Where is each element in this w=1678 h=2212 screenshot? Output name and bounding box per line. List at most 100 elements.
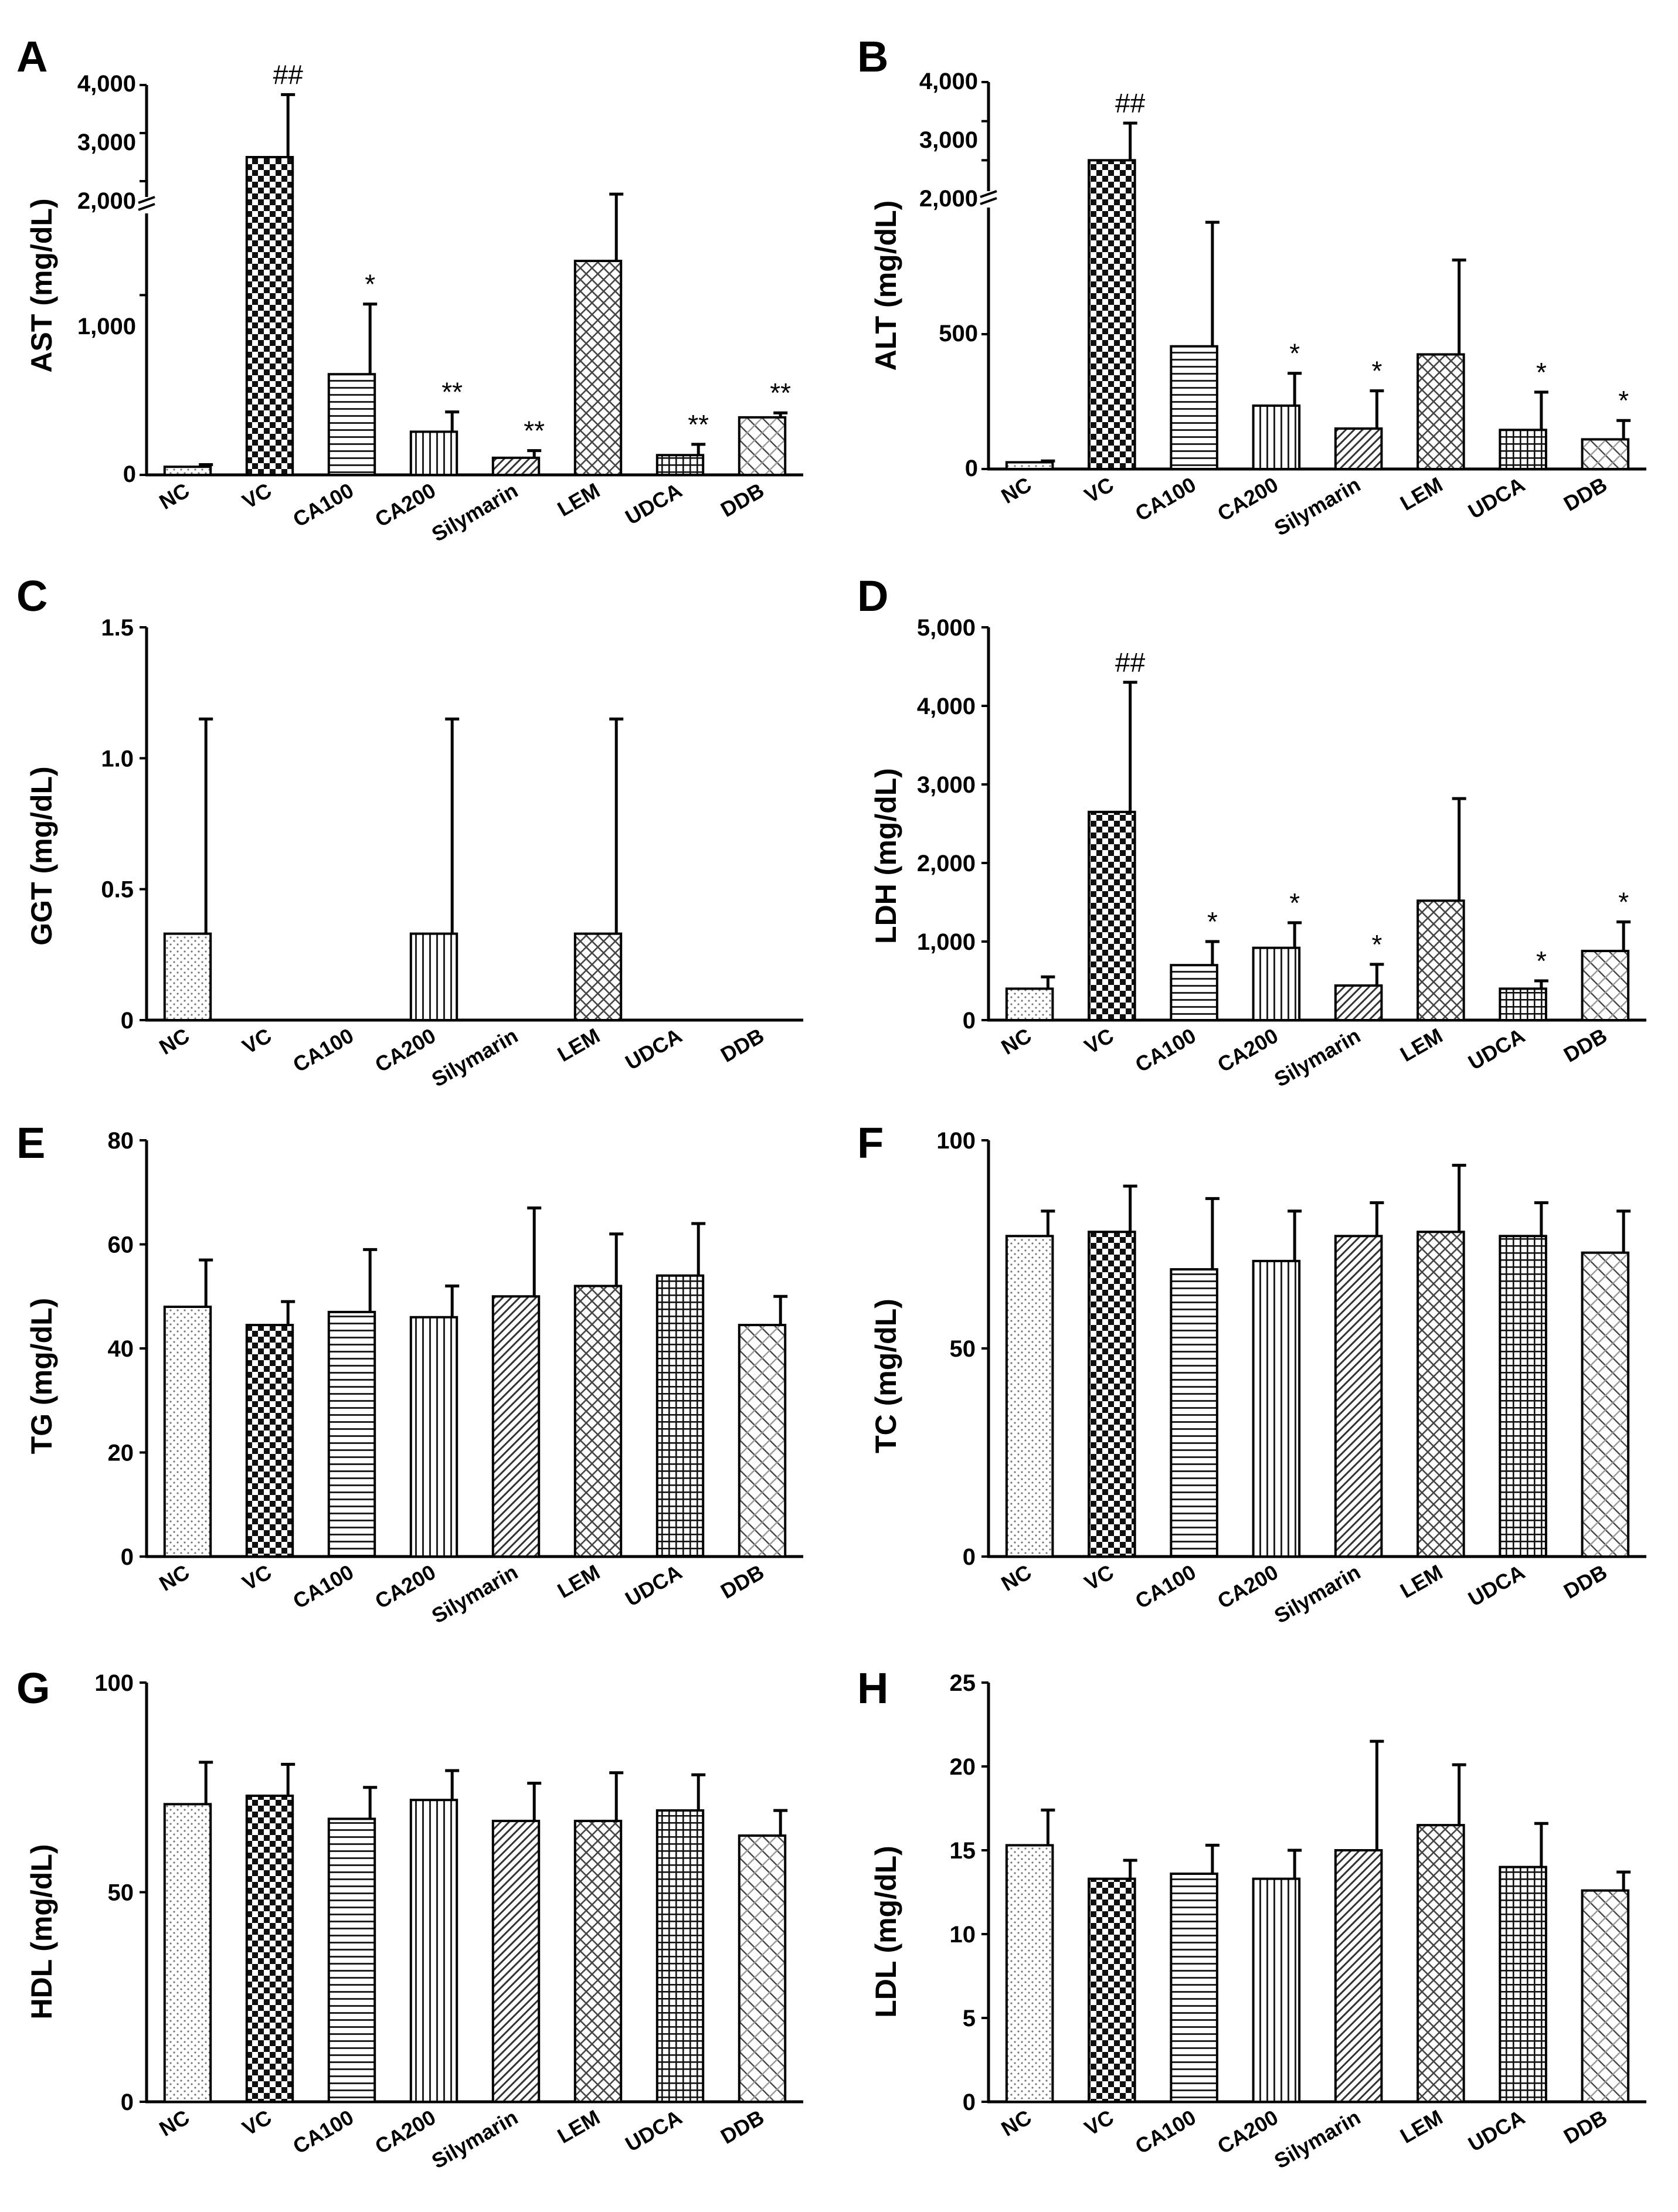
panel-letter-f: F — [857, 1119, 884, 1167]
y-tick-label: 4,000 — [77, 71, 136, 97]
y-tick-label: 5 — [963, 2006, 976, 2031]
y-tick-label: 0 — [963, 1544, 976, 1570]
y-tick-label: 25 — [950, 1670, 976, 1696]
x-tick-label: CA100 — [1131, 1559, 1200, 1613]
axis-break-mark — [980, 190, 997, 198]
y-tick-label: 60 — [108, 1232, 134, 1258]
bar-ddb — [1581, 950, 1630, 1021]
bar-udca — [655, 454, 705, 476]
bar-ca200 — [409, 1799, 458, 2103]
chart-panel-h: H LDL (mg/dL) 0 5 10 15 20 25 NC VC CA100 CA200S… — [857, 1664, 1646, 2173]
y-tick-label: 0 — [963, 2089, 976, 2115]
significance-label: ** — [524, 416, 545, 446]
chart-panel-c: C GGT (mg/dL) 0 0.5 1.0 1.5 NC VC CA100 CA200S… — [16, 572, 803, 1092]
bar-silymarin — [491, 1819, 541, 2103]
bars-e — [140, 1139, 803, 1558]
significance-label: ## — [273, 59, 304, 90]
y-tick-label: 0.5 — [101, 877, 134, 903]
x-tick-label: CA200 — [371, 1559, 440, 1613]
significance-label: * — [1371, 929, 1382, 960]
x-tick-label: NC — [155, 1559, 193, 1596]
bars-a: ##***** **** — [138, 59, 803, 477]
y-axis-label-e: TG (mg/dL) — [25, 1298, 58, 1455]
x-tick-label: CA200 — [1213, 1559, 1282, 1613]
x-tick-label: VC — [1081, 1023, 1118, 1059]
significance-label: ** — [441, 377, 463, 407]
bar-ddb — [1581, 1889, 1630, 2103]
x-tick-label: NC — [155, 1023, 193, 1059]
x-tick-label: CA100 — [288, 1023, 358, 1077]
chart-panel-a: A AST (mg/dL) 0 1,000 2,000 3,000 4,000 … — [16, 32, 803, 546]
panel-letter-e: E — [16, 1119, 45, 1167]
bar-nc — [163, 465, 212, 477]
y-ticks-b: 0 500 2,000 3,000 4,000 — [919, 69, 978, 481]
x-tick-label: LEM — [553, 2105, 604, 2148]
bar-udca — [1499, 429, 1547, 470]
chart-panel-g: G HDL (mg/dL) 0 50 100 NC VC CA100 CA200Silym… — [16, 1664, 803, 2173]
x-tick-label: LEM — [1396, 1023, 1446, 1066]
bar-ca100 — [1170, 964, 1218, 1021]
x-tick-label: LEM — [1396, 2105, 1446, 2148]
x-tick-label: CA100 — [288, 1559, 358, 1613]
y-axis-label-b: ALT (mg/dL) — [869, 201, 902, 371]
bar-silymarin — [1334, 427, 1383, 470]
y-tick-label: 500 — [939, 321, 978, 346]
bar-ca200 — [1252, 1259, 1301, 1558]
x-tick-label: Silymarin — [427, 1023, 522, 1092]
x-tick-label: Silymarin — [1270, 1559, 1364, 1628]
bar-ca100 — [1170, 1268, 1218, 1558]
x-tick-label: Silymarin — [1270, 2105, 1364, 2173]
y-ticks-f: 0 50 100 — [936, 1128, 976, 1570]
bar-ca200 — [1252, 1877, 1301, 2104]
y-tick-label: 2,000 — [917, 851, 976, 876]
y-axis-label-g: HDL (mg/dL) — [25, 1844, 58, 2019]
bar-lem — [1417, 1824, 1465, 2104]
x-tick-label: VC — [238, 1023, 276, 1059]
x-tick-label: UDCA — [1464, 472, 1529, 524]
y-axis-label-f: TC (mg/dL) — [869, 1299, 902, 1453]
x-tick-label: CA100 — [1131, 2105, 1200, 2159]
bar-ca100 — [327, 1817, 376, 2103]
bar-udca — [1499, 1866, 1547, 2104]
bar-ddb — [1581, 438, 1630, 471]
bar-silymarin — [1334, 1235, 1383, 1558]
bar-lem — [1417, 1231, 1465, 1558]
x-tick-label: CA200 — [371, 2105, 440, 2159]
bars-f — [981, 1139, 1646, 1558]
significance-label: ## — [1115, 647, 1146, 678]
chart-panel-b: B ALT (mg/dL) 0 500 2,000 3,000 4,000 ##… — [857, 32, 1646, 541]
x-tick-label: Silymarin — [427, 2105, 522, 2173]
y-tick-label: 0 — [121, 1544, 134, 1570]
panel-letter-d: D — [857, 572, 888, 620]
bar-vc — [1088, 1231, 1136, 1558]
bar-vc — [1088, 159, 1136, 471]
bar-ddb — [738, 416, 787, 476]
bar-ddb — [738, 1324, 787, 1558]
x-tick-label: VC — [1081, 1559, 1118, 1595]
y-axis-label-d: LDH (mg/dL) — [869, 768, 902, 944]
y-tick-label: 100 — [94, 1670, 134, 1696]
y-tick-label: 20 — [950, 1754, 976, 1780]
significance-label: ** — [770, 378, 791, 408]
bar-vc — [1088, 810, 1136, 1022]
bar-ca100 — [327, 1310, 376, 1558]
x-tick-label: DDB — [1560, 472, 1611, 516]
y-ticks-g: 0 50 100 — [94, 1670, 134, 2115]
x-tick-label: DDB — [716, 478, 768, 522]
y-axis-label-c: GGT (mg/dL) — [25, 766, 58, 946]
x-tick-label: NC — [997, 472, 1036, 508]
x-tick-label: UDCA — [621, 478, 686, 529]
bar-nc — [1005, 1235, 1054, 1558]
chart-panel-e: E TG (mg/dL) 0 20 40 60 80 NC VC CA100 CA200Sil… — [16, 1119, 803, 1628]
y-tick-label: 100 — [936, 1128, 976, 1154]
bar-ca200 — [409, 1316, 458, 1558]
bar-nc — [1005, 987, 1054, 1022]
x-tick-label: NC — [997, 2105, 1036, 2141]
panel-letter-g: G — [16, 1664, 50, 1712]
y-tick-label: 20 — [108, 1440, 134, 1466]
axis-break-mark — [138, 203, 155, 211]
bar-lem — [1417, 899, 1465, 1021]
x-tick-label: UDCA — [1464, 2105, 1529, 2156]
y-tick-label: 10 — [950, 1922, 976, 1948]
y-tick-label: 1,000 — [917, 929, 976, 955]
